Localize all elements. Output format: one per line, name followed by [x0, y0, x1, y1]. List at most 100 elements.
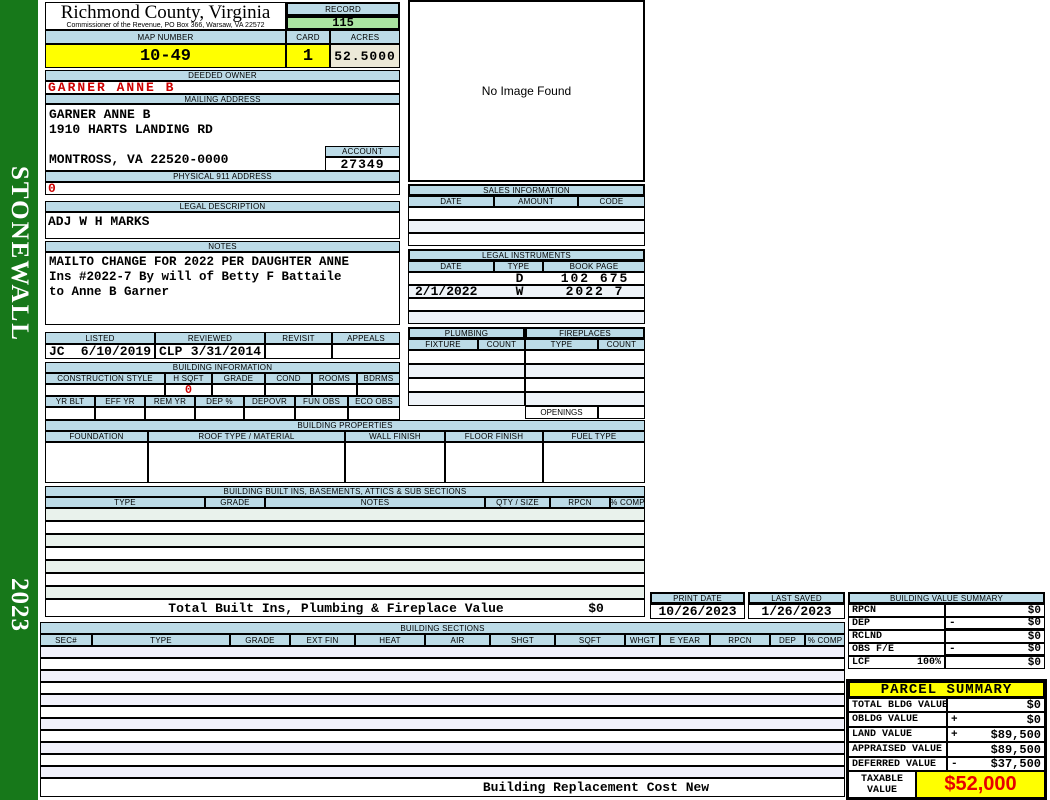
remyr-value[interactable] [145, 407, 195, 420]
building-section-row[interactable] [40, 742, 845, 754]
built-ins-row[interactable] [45, 573, 645, 586]
openings-value[interactable] [598, 406, 645, 419]
account-value[interactable]: 27349 [325, 157, 400, 171]
hsqft-value[interactable]: 0 [165, 384, 212, 396]
bvs-label-text: OBS F/E [852, 644, 895, 655]
ps-value[interactable]: $89,500 [947, 742, 1045, 757]
wall-finish-header: WALL FINISH [345, 431, 445, 442]
note-line-3: to Anne B Garner [49, 285, 170, 299]
note-line-2: Ins #2022-7 By will of Betty F Battaile [49, 270, 342, 284]
built-ins-row[interactable] [45, 547, 645, 560]
funobs-value[interactable] [295, 407, 348, 420]
bs-comp-header: % COMP [805, 634, 845, 646]
legal-instrument-row[interactable] [408, 311, 645, 324]
map-number-value[interactable]: 10-49 [45, 44, 286, 68]
card-value[interactable]: 1 [286, 44, 330, 68]
account-header: ACCOUNT [325, 146, 400, 157]
bvs-value[interactable]: $0 [945, 604, 1045, 617]
building-section-row[interactable] [40, 730, 845, 742]
fireplace-row[interactable] [525, 378, 645, 392]
ps-value[interactable]: + $0 [947, 712, 1045, 727]
built-ins-row[interactable] [45, 586, 645, 599]
plumbing-row[interactable] [408, 392, 525, 406]
plumbing-row[interactable] [408, 378, 525, 392]
building-section-row[interactable] [40, 706, 845, 718]
acres-value[interactable]: 52.5000 [330, 44, 400, 68]
taxable-value[interactable]: $52,000 [916, 771, 1045, 798]
deeded-owner-value[interactable]: GARNER ANNE B [45, 81, 400, 94]
grade-value[interactable] [212, 384, 265, 396]
mailing-address-box[interactable] [45, 104, 400, 171]
revisit-value[interactable] [265, 344, 332, 359]
sales-row[interactable] [408, 220, 645, 233]
built-ins-row[interactable] [45, 521, 645, 534]
reviewed-header: REVIEWED [155, 332, 265, 344]
foundation-value[interactable] [45, 442, 148, 483]
sales-row[interactable] [408, 233, 645, 246]
legal-instrument-row[interactable]: D 102 675 [408, 272, 645, 285]
ps-op: + [951, 713, 958, 726]
built-ins-row[interactable] [45, 534, 645, 547]
last-saved-value: 1/26/2023 [748, 604, 845, 619]
bvs-value[interactable]: - $0 [945, 617, 1045, 630]
ps-value[interactable]: - $37,500 [947, 757, 1045, 771]
bvs-value[interactable]: $0 [945, 656, 1045, 669]
fireplace-row[interactable] [525, 392, 645, 406]
ps-amount: $89,500 [990, 742, 1041, 757]
bdrms-value[interactable] [357, 384, 400, 396]
ps-value[interactable]: $0 [947, 698, 1045, 712]
grade-header: GRADE [212, 373, 265, 384]
record-value[interactable]: 115 [286, 16, 400, 30]
map-number-header: MAP NUMBER [45, 30, 286, 44]
reviewed-value[interactable]: CLP 3/31/2014 [155, 344, 265, 359]
built-ins-row[interactable] [45, 508, 645, 521]
listed-value[interactable]: JC 6/10/2019 [45, 344, 155, 359]
floor-finish-value[interactable] [445, 442, 543, 483]
notes-box[interactable] [45, 252, 400, 325]
building-section-row[interactable] [40, 658, 845, 670]
physical-911-value[interactable]: 0 [45, 182, 400, 195]
building-section-row[interactable] [40, 646, 845, 658]
building-section-row[interactable] [40, 670, 845, 682]
effyr-value[interactable] [95, 407, 145, 420]
roof-header: ROOF TYPE / MATERIAL [148, 431, 345, 442]
plumbing-row[interactable] [408, 364, 525, 378]
funobs-header: FUN OBS [295, 396, 348, 407]
legal-instrument-row[interactable] [408, 298, 645, 311]
listed-code: JC [49, 344, 65, 359]
ps-value[interactable]: + $89,500 [947, 727, 1045, 742]
building-section-row[interactable] [40, 754, 845, 766]
plumbing-header: PLUMBING [408, 327, 525, 339]
sales-code-header: CODE [578, 196, 645, 207]
appeals-value[interactable] [332, 344, 400, 359]
acres-header: ACRES [330, 30, 400, 44]
sales-information-header: SALES INFORMATION [408, 184, 645, 196]
building-section-row[interactable] [40, 718, 845, 730]
plumbing-row[interactable] [408, 350, 525, 364]
cond-value[interactable] [265, 384, 312, 396]
bvs-value[interactable]: - $0 [945, 643, 1045, 656]
fireplace-row[interactable] [525, 364, 645, 378]
bs-heat-header: HEAT [355, 634, 425, 646]
ecoobs-value[interactable] [348, 407, 400, 420]
construction-style-header: CONSTRUCTION STYLE [45, 373, 165, 384]
depovr-value[interactable] [244, 407, 295, 420]
building-section-row[interactable] [40, 766, 845, 778]
fuel-type-value[interactable] [543, 442, 645, 483]
yrblt-value[interactable] [45, 407, 95, 420]
reviewed-code: CLP [159, 344, 183, 359]
construction-style-value[interactable] [45, 384, 165, 396]
legal-instrument-row[interactable]: 2/1/2022 W 2022 7 [408, 285, 645, 298]
ps-amount: $89,500 [990, 727, 1041, 742]
built-ins-row[interactable] [45, 560, 645, 573]
deppct-value[interactable] [195, 407, 244, 420]
building-section-row[interactable] [40, 694, 845, 706]
building-section-row[interactable] [40, 682, 845, 694]
legal-description-value[interactable]: ADJ W H MARKS [45, 212, 400, 239]
wall-finish-value[interactable] [345, 442, 445, 483]
bvs-value[interactable]: $0 [945, 630, 1045, 643]
roof-value[interactable] [148, 442, 345, 483]
sales-row[interactable] [408, 207, 645, 220]
fireplace-row[interactable] [525, 350, 645, 364]
rooms-value[interactable] [312, 384, 357, 396]
